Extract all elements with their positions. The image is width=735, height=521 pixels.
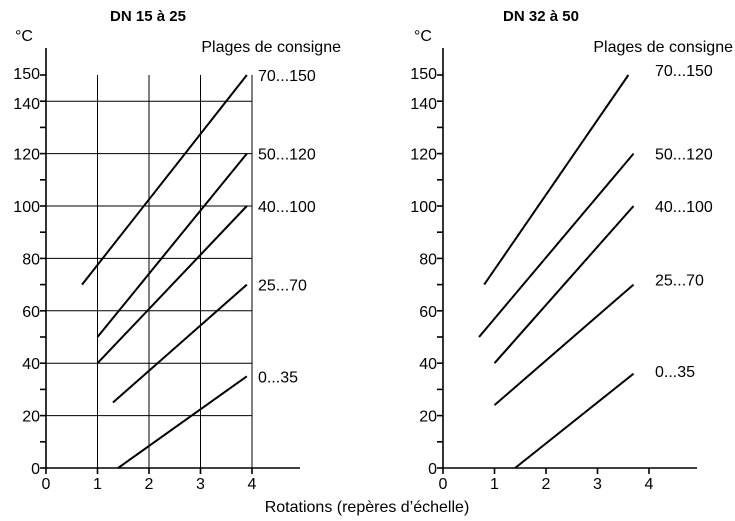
series-line-70---150 [81,74,248,286]
y-tick-label: 0 [31,461,40,478]
x-tick-label: 2 [145,476,154,493]
chart-title: DN 32 à 50 [503,8,579,25]
y-tick-label: 40 [419,356,437,373]
y-tick-label: 60 [419,304,437,321]
x-tick-label: 4 [645,476,654,493]
legend-title: Plages de consigne [201,39,341,56]
y-tick-label: 120 [410,147,437,164]
series-line-25---70 [112,283,248,404]
y-tick-label: 20 [419,409,437,426]
series-label: 50...120 [258,147,316,164]
series-line-50---120 [478,152,635,338]
x-tick-label: 1 [93,476,102,493]
x-tick-label: 3 [196,476,205,493]
y-tick-label: 0 [428,461,437,478]
y-tick-label: 140 [410,96,437,113]
y-tick-label: 150 [410,66,437,83]
x-tick-label: 3 [593,476,602,493]
series-line-50---120 [96,152,248,338]
y-tick-label: 120 [13,147,40,164]
x-axis-label: Rotations (repères d’échelle) [265,499,470,516]
series-label: 50...120 [655,147,713,164]
series-label: 40...100 [655,199,713,216]
y-tick-label: 140 [13,96,40,113]
legend-title: Plages de consigne [593,39,733,56]
chart-title: DN 15 à 25 [110,8,186,25]
series-line-40---100 [96,205,248,364]
series-label: 25...70 [258,278,307,295]
x-tick-label: 2 [542,476,551,493]
series-line-0---35 [117,375,248,469]
y-tick-label: 60 [22,304,40,321]
series-line-40---100 [493,205,635,364]
y-axis-unit-label: °C [15,28,33,45]
x-tick-label: 0 [42,476,51,493]
y-tick-label: 20 [22,409,40,426]
y-tick-label: 100 [410,199,437,216]
series-line-70---150 [483,74,630,286]
y-tick-label: 150 [13,66,40,83]
series-line-0---35 [514,372,635,469]
series-label: 70...150 [258,68,316,85]
x-tick-label: 0 [439,476,448,493]
series-label: 70...150 [655,63,713,80]
y-tick-label: 100 [13,199,40,216]
y-tick-label: 80 [419,251,437,268]
y-axis-unit-label: °C [414,28,432,45]
y-tick-label: 80 [22,251,40,268]
series-label: 0...35 [258,369,298,386]
series-label: 25...70 [655,272,704,289]
x-tick-label: 1 [490,476,499,493]
y-tick-label: 40 [22,356,40,373]
series-label: 40...100 [258,199,316,216]
series-line-25---70 [493,283,635,406]
series-label: 0...35 [655,364,695,381]
x-tick-label: 4 [248,476,257,493]
